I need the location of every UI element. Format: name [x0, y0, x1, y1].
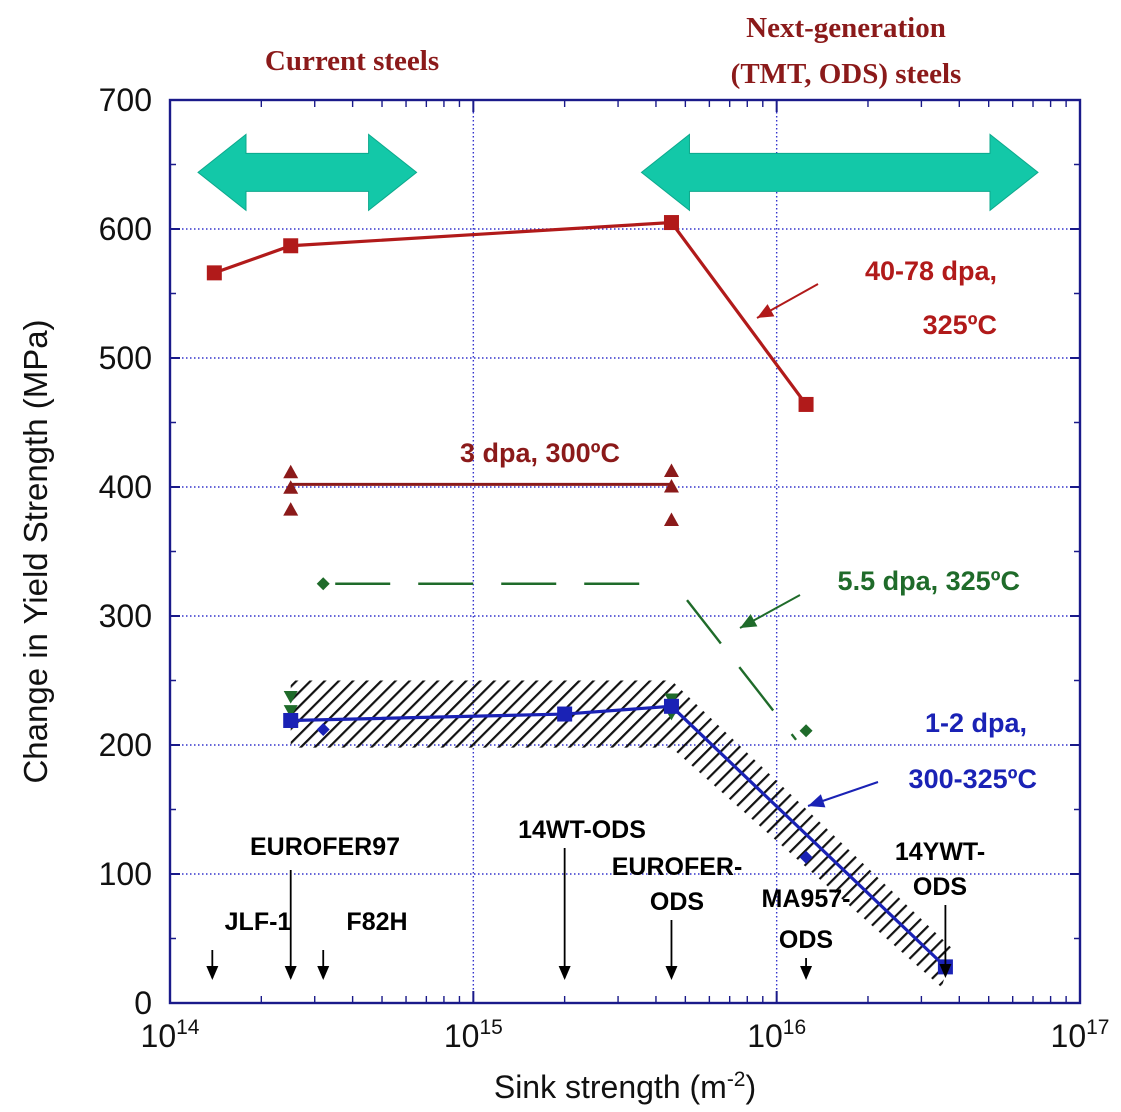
range-arrow-nextgen: [640, 133, 1039, 212]
data-point-square: [206, 265, 222, 281]
data-point-triangle: [283, 480, 299, 494]
x-tick-label: 1017: [1051, 1016, 1110, 1054]
material-arrow-head: [206, 966, 219, 980]
series-label-5-5-dpa: 5.5 dpa, 325ºC: [838, 566, 1020, 596]
material-label: MA957-: [762, 885, 851, 913]
series-label-40-78-dpa: 40-78 dpa,: [865, 256, 997, 286]
material-label: ODS: [913, 873, 967, 901]
data-point-diamond: [799, 850, 813, 864]
material-arrow-head: [665, 966, 678, 980]
material-arrow-head: [317, 966, 330, 980]
x-tick-label: 1015: [444, 1016, 503, 1054]
y-tick-label: 200: [99, 727, 152, 763]
header-label-nextgen: Next-generation: [746, 12, 946, 44]
y-tick-label: 400: [99, 469, 152, 505]
data-point-triangle: [283, 705, 298, 718]
x-tick-label: 1014: [141, 1016, 200, 1054]
material-arrow-head: [939, 964, 952, 978]
data-point-square: [557, 706, 573, 722]
data-point-square: [663, 215, 679, 231]
data-point-triangle: [283, 690, 298, 704]
series: 40-78 dpa, 325ºC 3 dpa, 300ºC 5.5 dpa, 325º…: [206, 215, 1037, 975]
material-label: ODS: [650, 888, 704, 916]
data-point-triangle: [663, 512, 679, 526]
data-point-square: [798, 396, 814, 412]
range-arrow-current: [197, 133, 418, 212]
series-line-40-78-dpa: [213, 220, 808, 406]
series-label-3-dpa: 3 dpa, 300ºC: [460, 438, 620, 468]
series-line-5-5-dpa-drop: [672, 582, 798, 741]
header-labels: Current steels Next-generation (TMT, ODS) …: [265, 12, 961, 90]
range-arrows: [197, 133, 1039, 212]
y-tick-label: 700: [99, 82, 152, 118]
data-point-diamond: [316, 577, 330, 591]
pointer-arrow-head: [757, 304, 775, 318]
material-arrow-head: [284, 966, 297, 980]
pointer-arrow-head: [808, 794, 826, 808]
data-point-triangle: [283, 464, 299, 479]
y-tick-label: 100: [99, 856, 152, 892]
pointer-arrow-head: [740, 614, 758, 628]
series-label-1-2-dpa: 300-325ºC: [909, 764, 1037, 794]
material-label: JLF-1: [225, 908, 292, 936]
series-label-1-2-dpa: 1-2 dpa,: [925, 708, 1027, 738]
data-point-square: [663, 698, 679, 714]
data-point-square: [283, 238, 299, 254]
x-tick-label: 1016: [747, 1016, 806, 1054]
data-point-triangle: [663, 463, 679, 477]
header-label-current: Current steels: [265, 45, 439, 77]
data-point-triangle: [663, 478, 679, 493]
y-tick-label: 600: [99, 211, 152, 247]
hatched-scatter-band: [290, 680, 953, 988]
y-tick-label: 300: [99, 598, 152, 634]
material-arrow-head: [558, 966, 571, 980]
y-axis-title: Change in Yield Strength (MPa): [17, 319, 54, 783]
data-point-diamond: [799, 724, 813, 738]
material-label: ODS: [779, 926, 833, 954]
series-line-1-2-dpa: [290, 704, 947, 969]
x-axis-title: Sink strength (m-2): [494, 1068, 756, 1105]
material-label: 14YWT-: [895, 838, 985, 866]
data-point-triangle: [283, 502, 299, 516]
header-label-nextgen: (TMT, ODS) steels: [731, 58, 962, 90]
hatched-band: [290, 680, 953, 988]
series-label-40-78-dpa: 325ºC: [923, 310, 997, 340]
material-label: EUROFER97: [250, 833, 400, 861]
data-point-square: [283, 712, 299, 728]
axes: 0 100 200 300 400 500 600 700 1014 1015 1016 1017 Si…: [17, 82, 1109, 1105]
data-point-diamond: [316, 723, 330, 737]
material-labels: JLF-1 EUROFER97 F82H 14WT-ODS EUROFER- ODS MA9…: [206, 816, 985, 980]
grid: [170, 100, 1080, 1003]
material-arrow-head: [800, 966, 813, 980]
material-label: F82H: [346, 908, 407, 936]
material-label: EUROFER-: [612, 853, 743, 881]
y-tick-label: 500: [99, 340, 152, 376]
material-label: 14WT-ODS: [518, 816, 646, 844]
y-tick-label: 0: [134, 985, 152, 1021]
